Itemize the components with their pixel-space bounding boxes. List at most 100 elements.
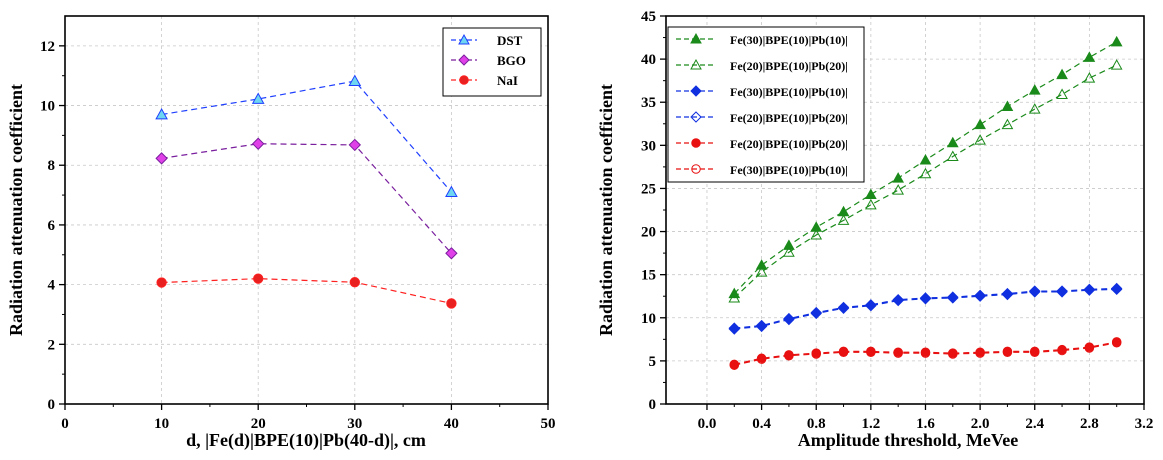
right-y-axis-title: Radiation attenuation coefficient [596,84,616,336]
data-point [865,188,877,199]
legend-marker [690,58,702,70]
data-point [1028,84,1041,95]
data-point [755,259,768,270]
left-grid [65,16,548,404]
data-point [1110,282,1123,295]
data-point [755,266,768,277]
data-point [946,150,959,162]
data-point [1083,284,1096,296]
data-point [784,350,794,361]
series-line [734,342,1117,366]
data-point [919,167,932,179]
legend-label: Fe(20)|BPE(10)|Pb(20)| [730,111,848,125]
legend-label: Fe(30)|BPE(10)|Pb(10)| [730,33,848,47]
legend-label: Fe(30)|BPE(10)|Pb(10)| [730,85,848,99]
legend-marker [459,75,469,85]
y-tick-label: 15 [641,268,656,284]
series-line [161,143,452,254]
x-tick-label: 2.4 [1025,416,1044,432]
data-point [865,198,877,210]
chart-left: 0 10 20 30 40 50 0 2 4 6 8 10 12 d, |Fe(d)|BPE(10)|P… [6,15,556,451]
data-point [892,293,904,306]
data-point [445,247,458,260]
data-point [1029,347,1040,358]
data-point [974,290,986,302]
data-point [445,185,458,197]
series-line [161,80,452,193]
legend-box [442,27,542,97]
legend-label: BGO [497,53,526,68]
y-tick-label: 40 [641,52,656,68]
data-point [948,349,958,359]
legend-marker [458,33,470,45]
data-point [156,277,167,288]
data-point [892,172,905,183]
y-tick-label: 2 [48,337,56,353]
data-point [865,299,877,311]
data-point [1001,118,1014,130]
data-point [251,137,265,150]
data-point [729,360,740,370]
data-point [947,292,959,304]
data-point [892,294,904,307]
y-tick-label: 8 [48,158,56,174]
data-point [1111,338,1122,348]
legend-marker [690,111,702,123]
data-point [974,289,986,302]
y-tick-label: 12 [40,39,55,55]
data-point [446,298,457,309]
data-point [947,291,959,303]
data-point [728,322,740,334]
x-tick-label: 30 [347,416,362,432]
data-point [920,348,931,358]
data-point [837,302,850,315]
data-point [1029,285,1041,297]
data-point [893,348,903,358]
data-point [837,301,850,314]
y-tick-label: 30 [641,138,656,154]
data-point [1057,345,1067,356]
data-point [253,273,264,284]
x-tick-label: 0.0 [698,416,717,432]
data-point [810,306,822,319]
x-tick-label: 2.8 [1080,416,1099,432]
data-point [728,323,740,335]
left-series [155,74,458,309]
y-tick-label: 5 [649,354,657,370]
y-tick-label: 35 [641,95,656,111]
x-tick-label: 50 [541,416,556,432]
data-point [755,320,768,333]
data-point [1029,286,1041,298]
data-point [1028,103,1041,114]
data-point [810,221,823,232]
data-point [919,292,932,304]
left-x-axis-title: d, |Fe(d)|BPE(10)|Pb(40-d)|, cm [186,430,426,451]
data-point [783,312,795,325]
legend-box [667,26,865,183]
data-point [919,293,932,305]
x-tick-label: 10 [154,416,169,432]
data-point [892,184,905,195]
y-tick-label: 10 [40,99,55,115]
data-point [1083,283,1096,296]
x-tick-label: 1.6 [916,416,935,432]
data-point [1056,286,1068,298]
data-point [838,347,849,358]
legend-label: Fe(30)|BPE(10)|Pb(10)| [730,163,848,177]
left-ticks: 0 10 20 30 40 50 0 2 4 6 8 10 12 [40,39,556,432]
legend-marker [458,54,470,66]
data-point [756,354,767,364]
legend-marker [691,164,701,174]
data-point [1001,287,1014,300]
data-point [348,74,362,86]
data-point [1001,100,1014,112]
y-tick-label: 0 [649,397,657,413]
data-point [1001,288,1014,301]
right-ticks: 0.0 0.4 0.8 1.2 1.6 2.0 2.4 2.8 3.2 0 5 10 15 20 25 30 3… [641,9,1153,432]
legend-marker [690,32,702,44]
y-tick-label: 6 [48,218,56,234]
data-point [783,313,795,326]
data-point [1110,59,1123,70]
data-point [349,277,360,288]
data-point [810,228,823,240]
